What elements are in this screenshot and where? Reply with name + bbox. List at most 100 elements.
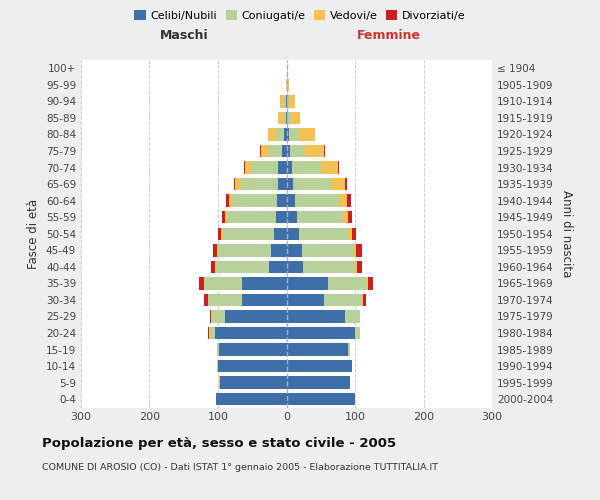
Bar xyxy=(244,162,245,174)
Bar xyxy=(280,95,284,108)
Bar xyxy=(348,344,350,356)
Bar xyxy=(299,128,314,140)
Bar xyxy=(287,228,299,240)
Bar xyxy=(211,310,225,322)
Bar xyxy=(216,260,269,273)
Bar xyxy=(220,376,287,389)
Bar xyxy=(234,178,235,190)
Bar xyxy=(356,244,362,256)
Bar xyxy=(338,162,339,174)
Bar xyxy=(284,128,287,140)
Bar xyxy=(287,194,295,207)
Bar xyxy=(290,145,305,157)
Bar xyxy=(269,260,287,273)
Bar xyxy=(360,310,361,322)
Bar xyxy=(203,294,208,306)
Bar xyxy=(213,244,217,256)
Text: Popolazione per età, sesso e stato civile - 2005: Popolazione per età, sesso e stato civil… xyxy=(42,438,396,450)
Bar xyxy=(345,310,360,322)
Bar xyxy=(362,294,366,306)
Bar xyxy=(220,344,287,356)
Bar xyxy=(278,178,287,190)
Bar xyxy=(251,162,278,174)
Bar xyxy=(208,327,209,339)
Bar xyxy=(287,310,345,322)
Bar xyxy=(225,211,227,224)
Bar xyxy=(260,145,261,157)
Bar xyxy=(286,95,287,108)
Bar xyxy=(287,244,302,256)
Bar xyxy=(287,327,355,339)
Bar xyxy=(287,128,289,140)
Bar xyxy=(287,112,290,124)
Bar xyxy=(222,211,225,224)
Bar xyxy=(227,211,276,224)
Bar xyxy=(245,162,251,174)
Bar xyxy=(355,260,357,273)
Bar xyxy=(204,277,242,289)
Bar xyxy=(284,112,286,124)
Bar xyxy=(287,95,289,108)
Text: Maschi: Maschi xyxy=(160,29,208,42)
Bar xyxy=(348,211,352,224)
Bar xyxy=(287,145,290,157)
Bar xyxy=(355,327,360,339)
Bar xyxy=(287,393,355,406)
Bar xyxy=(357,260,362,273)
Bar xyxy=(345,178,347,190)
Bar xyxy=(305,145,324,157)
Bar xyxy=(287,294,324,306)
Y-axis label: Fasce di età: Fasce di età xyxy=(28,198,40,269)
Bar xyxy=(218,228,221,240)
Bar xyxy=(339,194,347,207)
Bar xyxy=(241,178,278,190)
Bar xyxy=(303,260,355,273)
Bar xyxy=(286,78,287,91)
Bar xyxy=(210,327,215,339)
Bar xyxy=(277,194,287,207)
Bar xyxy=(324,294,362,306)
Bar xyxy=(297,211,343,224)
Bar xyxy=(268,128,276,140)
Bar xyxy=(348,228,352,240)
Bar xyxy=(289,128,299,140)
Bar xyxy=(287,178,293,190)
Bar xyxy=(215,260,216,273)
Bar xyxy=(203,277,204,289)
Bar xyxy=(287,376,350,389)
Bar xyxy=(292,162,321,174)
Bar xyxy=(284,95,286,108)
Bar xyxy=(217,344,220,356)
Bar xyxy=(368,277,373,289)
Bar xyxy=(343,211,348,224)
Bar xyxy=(268,145,282,157)
Bar xyxy=(209,327,210,339)
Bar xyxy=(324,145,325,157)
Bar xyxy=(235,178,241,190)
Bar xyxy=(287,211,297,224)
Bar xyxy=(287,260,303,273)
Bar xyxy=(226,194,229,207)
Bar xyxy=(276,128,284,140)
Bar xyxy=(314,128,315,140)
Bar xyxy=(223,228,274,240)
Bar xyxy=(215,327,287,339)
Bar xyxy=(328,277,367,289)
Bar xyxy=(208,294,242,306)
Bar xyxy=(242,294,287,306)
Bar xyxy=(353,244,356,256)
Bar xyxy=(295,194,339,207)
Bar xyxy=(210,310,211,322)
Bar xyxy=(221,228,223,240)
Bar xyxy=(367,277,368,289)
Bar xyxy=(287,344,348,356)
Bar xyxy=(199,277,203,289)
Bar xyxy=(321,162,338,174)
Bar xyxy=(276,211,287,224)
Bar xyxy=(287,360,352,372)
Bar xyxy=(347,194,351,207)
Bar xyxy=(229,194,232,207)
Text: COMUNE DI AROSIO (CO) - Dati ISTAT 1° gennaio 2005 - Elaborazione TUTTITALIA.IT: COMUNE DI AROSIO (CO) - Dati ISTAT 1° ge… xyxy=(42,464,438,472)
Legend: Celibi/Nubili, Coniugati/e, Vedovi/e, Divorziati/e: Celibi/Nubili, Coniugati/e, Vedovi/e, Di… xyxy=(130,6,470,25)
Bar xyxy=(287,78,289,91)
